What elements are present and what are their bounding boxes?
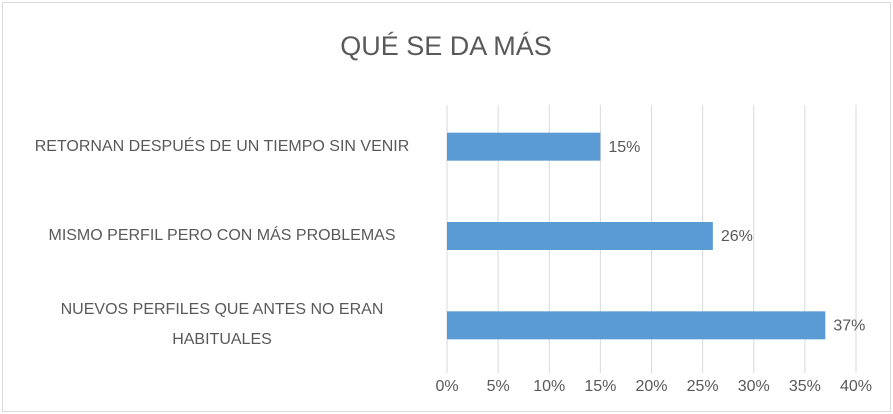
x-tick-label: 0% <box>435 378 458 395</box>
x-tick-label: 10% <box>533 378 565 395</box>
category-label: MISMO PERFIL PERO CON MÁS PROBLEMAS <box>48 227 396 244</box>
x-tick-label: 35% <box>789 378 821 395</box>
x-tick-label: 40% <box>840 378 872 395</box>
bar <box>447 132 601 161</box>
bar <box>447 311 826 340</box>
data-label: 15% <box>608 139 640 156</box>
category-label: NUEVOS PERFILES QUE ANTES NO ERAN HABITU… <box>60 301 384 349</box>
x-tick-label: 30% <box>738 378 770 395</box>
data-label: 26% <box>721 228 753 245</box>
x-tick-label: 15% <box>584 378 616 395</box>
data-label: 37% <box>833 318 865 335</box>
bar <box>447 222 713 250</box>
chart-title: QUÉ SE DA MÁS <box>340 31 552 61</box>
category-label: RETORNAN DESPUÉS DE UN TIEMPO SIN VENIR <box>34 137 410 155</box>
x-tick-label: 5% <box>487 378 510 395</box>
x-tick-label: 20% <box>635 378 667 395</box>
x-tick-label: 25% <box>687 378 719 395</box>
